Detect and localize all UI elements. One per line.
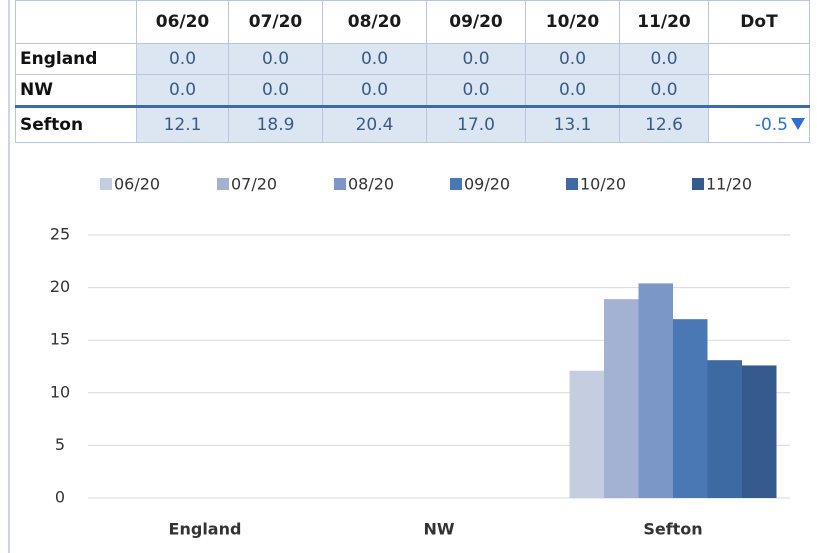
value-cell: 0.0 [136, 74, 229, 107]
column-header: 10/20 [525, 0, 620, 44]
bar [569, 370, 604, 498]
value-cell: 0.0 [322, 43, 427, 75]
bar [638, 283, 673, 498]
legend-label: 10/20 [580, 175, 626, 194]
down-arrow [791, 118, 805, 130]
legend-swatch [217, 178, 229, 190]
column-header: DoT [708, 0, 810, 44]
value-cell: 0.0 [228, 43, 323, 75]
x-tick-label: Sefton [643, 520, 702, 539]
x-tick-label: England [169, 520, 242, 539]
value-cell: 0.0 [228, 74, 323, 107]
column-header: 09/20 [426, 0, 526, 44]
frame [8, 0, 10, 553]
value-cell: 12.6 [619, 105, 709, 143]
dot-cell [708, 43, 810, 75]
legend-swatch [566, 178, 578, 190]
column-header: 11/20 [619, 0, 709, 44]
value-cell: 0.0 [619, 43, 709, 75]
column-header: 08/20 [322, 0, 427, 44]
header-row: 06/20 07/20 08/20 09/20 10/20 11/20 DoT [15, 0, 810, 44]
value-cell: 12.1 [136, 105, 229, 143]
legend-label: 08/20 [348, 175, 394, 194]
legend-swatch [334, 178, 346, 190]
bar [742, 365, 777, 498]
y-tick-label: 10 [50, 382, 70, 401]
value-cell: 0.0 [322, 74, 427, 107]
bar [707, 360, 742, 498]
y-tick-label: 20 [50, 277, 70, 296]
value-cell: 18.9 [228, 105, 323, 143]
column-header: 07/20 [228, 0, 323, 44]
bar [673, 319, 708, 498]
corner-cell [15, 0, 137, 44]
bar [604, 299, 639, 498]
dot-cell: -0.5 [708, 105, 810, 143]
value-cell: 0.0 [619, 74, 709, 107]
legend-label: 09/20 [464, 175, 510, 194]
value-cell: 20.4 [322, 105, 427, 143]
table-row: Sefton 12.1 18.9 20.4 17.0 13.1 12.6 -0.5 [15, 105, 810, 143]
y-tick-label: 15 [50, 330, 70, 349]
value-cell: 0.0 [426, 43, 526, 75]
value-cell: 17.0 [426, 105, 526, 143]
y-tick-label: 5 [55, 435, 65, 454]
legend-swatch [100, 178, 112, 190]
arrow-shape [791, 118, 805, 130]
legend-swatch [692, 178, 704, 190]
dot-value: -0.5 [754, 115, 788, 135]
dot-cell [708, 74, 810, 107]
legend-swatch [450, 178, 462, 190]
data-table: 06/20 07/20 08/20 09/20 10/20 11/20 DoT England… [15, 0, 810, 143]
value-cell: 0.0 [426, 74, 526, 107]
x-tick-label: NW [423, 520, 454, 539]
legend-label: 06/20 [114, 175, 160, 194]
row-label: NW [15, 74, 137, 107]
y-tick-label: 25 [50, 225, 70, 244]
y-tick-label: 0 [55, 488, 65, 507]
table-row: NW 0.0 0.0 0.0 0.0 0.0 0.0 [15, 74, 810, 107]
legend-label: 11/20 [706, 175, 752, 194]
legend-label: 07/20 [231, 175, 277, 194]
